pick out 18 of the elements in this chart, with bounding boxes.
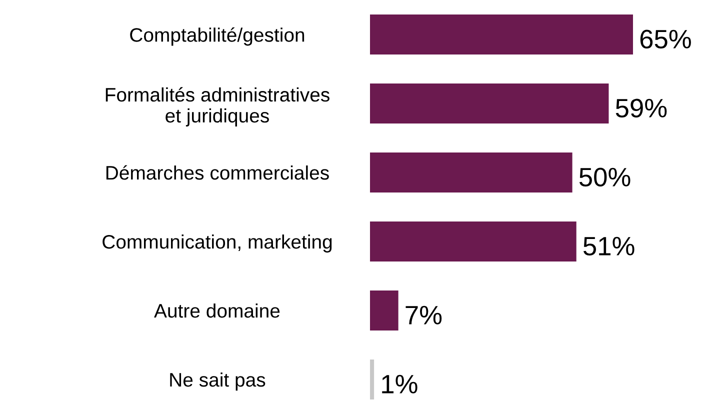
bar (370, 14, 633, 55)
bar (370, 83, 609, 124)
y-tick-label: Comptabilité/gestion (130, 27, 304, 46)
data-label: 1% (382, 374, 418, 394)
bar (370, 152, 572, 193)
y-tick-label: Démarches commerciales (106, 165, 329, 180)
y-tick-label: Autre domaine (154, 303, 280, 318)
data-label: 65% (640, 30, 691, 48)
bar (370, 359, 374, 400)
bar (370, 290, 398, 331)
data-label: 7% (406, 306, 442, 324)
y-tick-label: Ne sait pas (170, 372, 266, 391)
data-label: 50% (579, 168, 630, 186)
y-tick-label: Formalités administratives et juridiques (106, 87, 330, 126)
bar (370, 221, 576, 262)
y-tick-label: Communication, marketing (102, 234, 332, 253)
data-label: 51% (583, 236, 634, 256)
data-label: 59% (616, 98, 667, 118)
